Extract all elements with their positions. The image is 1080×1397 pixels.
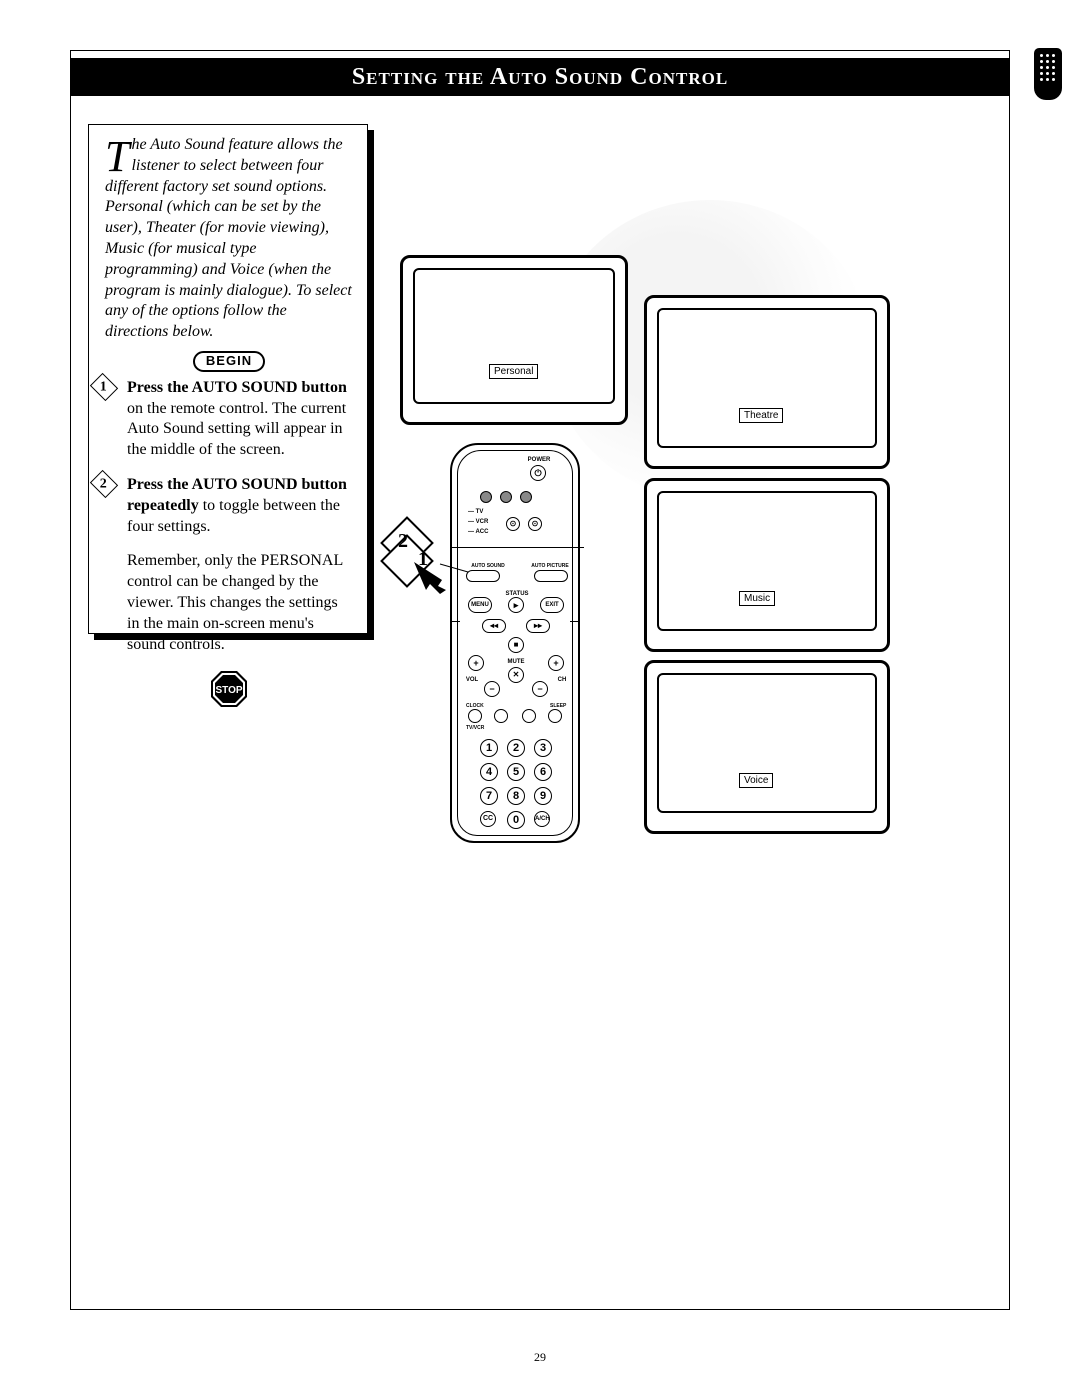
power-button: ⏻ — [530, 465, 546, 481]
step-2-marker: 2 — [90, 470, 118, 498]
key-cc: CC — [480, 811, 496, 827]
key-ach: A/CH — [534, 811, 550, 827]
key-8: 8 — [507, 787, 525, 805]
step-2-extra: Remember, only the PERSONAL control can … — [127, 552, 343, 652]
ch-down: − — [532, 681, 548, 697]
tv-main-label: Personal — [489, 364, 538, 379]
key-0: 0 — [507, 811, 525, 829]
auto-picture-label: AUTO PICTURE — [530, 563, 570, 569]
page-number: 29 — [0, 1350, 1080, 1365]
led-3 — [520, 491, 532, 503]
exit-button: EXIT — [540, 597, 564, 613]
led-2 — [500, 491, 512, 503]
key-9: 9 — [534, 787, 552, 805]
rec-button — [494, 709, 508, 723]
svg-text:STOP: STOP — [215, 685, 242, 696]
menu-button: MENU — [468, 597, 492, 613]
ch-up: + — [548, 655, 564, 671]
key-3: 3 — [534, 739, 552, 757]
sleep-button — [548, 709, 562, 723]
key-2: 2 — [507, 739, 525, 757]
clock-button — [468, 709, 482, 723]
vol-up: + — [468, 655, 484, 671]
tv-t2: Music — [644, 478, 890, 652]
intro-paragraph: The Auto Sound feature allows the listen… — [105, 135, 353, 343]
mode-btn-2: ⊙ — [528, 517, 542, 531]
stop-button: ■ — [508, 637, 524, 653]
vcr-label: — VCR — [468, 519, 488, 525]
ff-button: ▸▸ — [526, 619, 550, 633]
led-1 — [480, 491, 492, 503]
dropcap: T — [105, 139, 129, 175]
step-2: 2 Press the AUTO SOUND button repeatedly… — [105, 475, 353, 655]
begin-badge: BEGIN — [193, 351, 265, 372]
tv-main: Personal — [400, 255, 628, 425]
sleep-label: SLEEP — [550, 703, 566, 709]
vol-down: − — [484, 681, 500, 697]
acc-label: — ACC — [468, 529, 488, 535]
tv-t3-label: Voice — [739, 773, 773, 788]
callout-marker: 2 1 — [388, 524, 448, 574]
tvvcr-label: TV/VCR — [466, 725, 484, 731]
header-remote-icon — [1034, 48, 1062, 100]
ch-label: CH — [552, 677, 572, 683]
intro-text: he Auto Sound feature allows the listene… — [105, 136, 352, 340]
tv-t1: Theatre — [644, 295, 890, 469]
remote-illustration: POWER ⏻ — TV — VCR — ACC ⊙ ⊙ AUTO SOUND … — [450, 443, 580, 843]
instruction-panel: The Auto Sound feature allows the listen… — [88, 124, 368, 634]
pause-button — [522, 709, 536, 723]
mode-btn-1: ⊙ — [506, 517, 520, 531]
key-1: 1 — [480, 739, 498, 757]
step-1-bold: Press the AUTO SOUND button — [127, 379, 347, 396]
step-1-rest: on the remote control. The current Auto … — [127, 400, 346, 459]
page-title: Setting the Auto Sound Control — [70, 58, 1010, 96]
vol-label: VOL — [462, 677, 482, 683]
key-7: 7 — [480, 787, 498, 805]
tv-t3: Voice — [644, 660, 890, 834]
rew-button: ◂◂ — [482, 619, 506, 633]
tv-t1-label: Theatre — [739, 408, 783, 423]
mute-label: MUTE — [504, 659, 528, 665]
stop-badge-icon: STOP — [209, 669, 249, 709]
key-6: 6 — [534, 763, 552, 781]
auto-picture-button — [534, 570, 568, 582]
key-5: 5 — [507, 763, 525, 781]
auto-sound-label: AUTO SOUND — [468, 563, 508, 569]
mute-button: ✕ — [508, 667, 524, 683]
step-1-marker: 1 — [90, 373, 118, 401]
key-4: 4 — [480, 763, 498, 781]
auto-sound-button — [466, 570, 500, 582]
play-button: ▸ — [508, 597, 524, 613]
power-label: POWER — [524, 457, 554, 463]
tv-t2-label: Music — [739, 591, 775, 606]
step-1: 1 Press the AUTO SOUND button on the rem… — [105, 378, 353, 461]
tv-label: — TV — [468, 509, 483, 515]
